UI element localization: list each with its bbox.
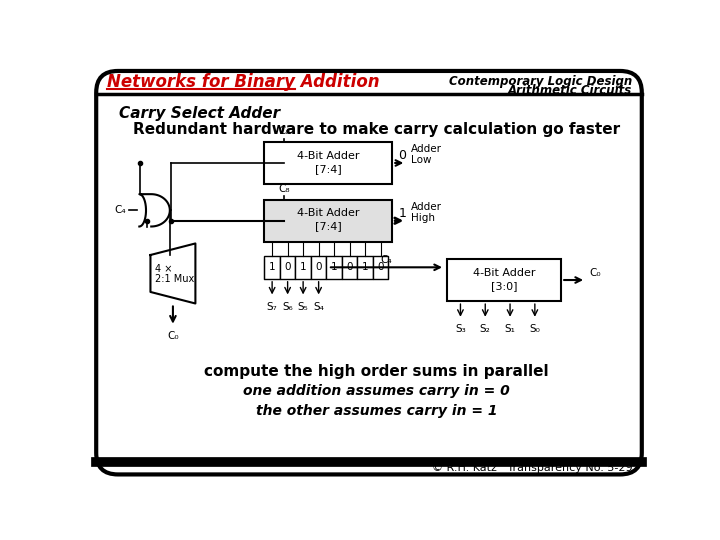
- Text: Redundant hardware to make carry calculation go faster: Redundant hardware to make carry calcula…: [133, 122, 621, 137]
- Text: C₄: C₄: [114, 205, 127, 215]
- Text: 2:1 Mux: 2:1 Mux: [155, 274, 194, 284]
- Text: the other assumes carry in = 1: the other assumes carry in = 1: [256, 403, 498, 417]
- Text: 1: 1: [362, 262, 369, 272]
- Text: High: High: [411, 213, 435, 223]
- Text: S₆: S₆: [282, 302, 293, 312]
- Text: S₅: S₅: [298, 302, 308, 312]
- Text: S₂: S₂: [480, 325, 490, 334]
- Bar: [264, 142, 392, 184]
- FancyBboxPatch shape: [96, 71, 642, 475]
- Text: S₇: S₇: [266, 302, 277, 312]
- Text: 1: 1: [330, 262, 338, 272]
- Bar: [280, 256, 295, 279]
- Text: 1: 1: [300, 262, 307, 272]
- Bar: [326, 256, 342, 279]
- Text: C₈: C₈: [278, 126, 289, 137]
- Text: C₈: C₈: [278, 184, 289, 194]
- Text: 4-Bit Adder: 4-Bit Adder: [297, 208, 359, 218]
- Bar: [357, 256, 373, 279]
- Text: Carry Select Adder: Carry Select Adder: [120, 106, 281, 120]
- Text: C₀: C₀: [167, 331, 179, 341]
- Text: 4 ×: 4 ×: [155, 264, 173, 274]
- Text: 0: 0: [398, 149, 407, 162]
- Bar: [342, 256, 357, 279]
- Text: compute the high order sums in parallel: compute the high order sums in parallel: [204, 363, 549, 379]
- Text: C₄: C₄: [381, 255, 392, 265]
- Bar: [264, 200, 392, 242]
- Text: 0: 0: [284, 262, 291, 272]
- Text: S₁: S₁: [505, 325, 516, 334]
- Bar: [264, 256, 280, 279]
- Text: one addition assumes carry in = 0: one addition assumes carry in = 0: [243, 384, 510, 399]
- Text: C₀: C₀: [589, 268, 600, 278]
- Text: Contemporary Logic Design: Contemporary Logic Design: [449, 75, 632, 88]
- Text: Adder: Adder: [411, 145, 442, 154]
- Text: [3:0]: [3:0]: [490, 281, 517, 291]
- Text: 1: 1: [269, 262, 276, 272]
- Bar: [311, 256, 326, 279]
- Text: 1: 1: [398, 206, 406, 220]
- Text: Networks for Binary Addition: Networks for Binary Addition: [107, 73, 379, 91]
- Text: [7:4]: [7:4]: [315, 221, 342, 232]
- Text: [7:4]: [7:4]: [315, 164, 342, 174]
- Text: 4-Bit Adder: 4-Bit Adder: [297, 151, 359, 161]
- Text: 0: 0: [346, 262, 353, 272]
- Text: S₃: S₃: [455, 325, 466, 334]
- Text: Low: Low: [411, 156, 431, 165]
- Text: 0: 0: [315, 262, 322, 272]
- Text: Arithmetic Circuits: Arithmetic Circuits: [508, 84, 632, 97]
- Text: S₄: S₄: [313, 302, 324, 312]
- Bar: [373, 256, 388, 279]
- Polygon shape: [150, 244, 195, 303]
- Text: 0: 0: [377, 262, 384, 272]
- Bar: [446, 259, 561, 301]
- Bar: [295, 256, 311, 279]
- Text: Adder: Adder: [411, 202, 442, 212]
- Text: 4-Bit Adder: 4-Bit Adder: [472, 268, 535, 278]
- Text: S₀: S₀: [529, 325, 540, 334]
- Polygon shape: [140, 194, 170, 226]
- Text: © R.H. Katz   Transparency No. 5-29: © R.H. Katz Transparency No. 5-29: [432, 463, 632, 473]
